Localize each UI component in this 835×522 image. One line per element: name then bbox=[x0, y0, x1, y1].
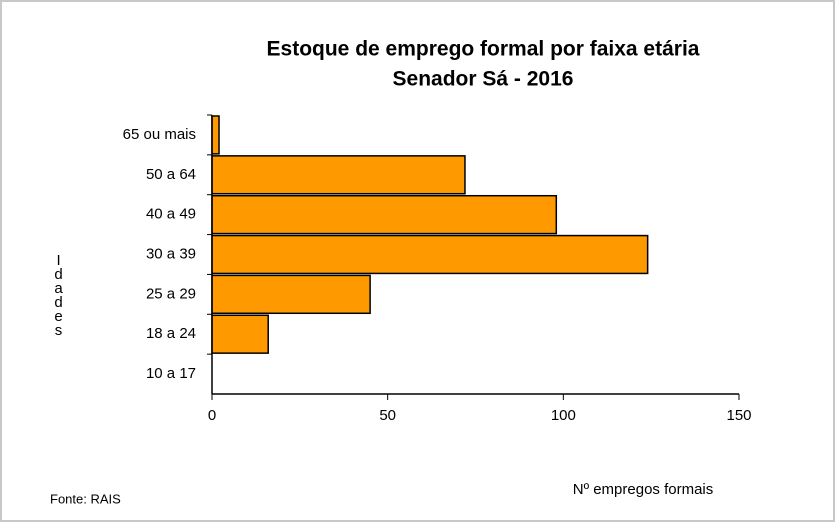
y-tick-label: 50 a 64 bbox=[146, 166, 196, 183]
bar bbox=[211, 155, 466, 195]
y-tick-label: 18 a 24 bbox=[146, 325, 196, 342]
x-tick-label: 0 bbox=[208, 407, 216, 424]
x-tick-label: 150 bbox=[726, 407, 751, 424]
x-tick-label: 100 bbox=[551, 407, 576, 424]
y-tick-label: 10 a 17 bbox=[146, 365, 196, 382]
bar bbox=[211, 274, 371, 315]
source: Fonte: RAIS bbox=[50, 491, 121, 506]
y-axis-label: Idades bbox=[50, 252, 67, 336]
y-tick-label: 40 a 49 bbox=[146, 206, 196, 223]
bar bbox=[211, 314, 269, 354]
bar bbox=[211, 194, 558, 235]
chart-subtitle: Senador Sá - 2016 bbox=[393, 68, 574, 91]
y-tick-label: 65 ou mais bbox=[123, 126, 196, 143]
x-tick-label: 50 bbox=[379, 407, 396, 424]
bar bbox=[211, 115, 220, 155]
bar bbox=[211, 234, 649, 275]
x-axis-label: Nº empregos formais bbox=[573, 481, 714, 498]
chart-title: Estoque de emprego formal por faixa etár… bbox=[267, 38, 700, 61]
y-tick-label: 30 a 39 bbox=[146, 245, 196, 262]
y-tick-label: 25 a 29 bbox=[146, 285, 196, 302]
